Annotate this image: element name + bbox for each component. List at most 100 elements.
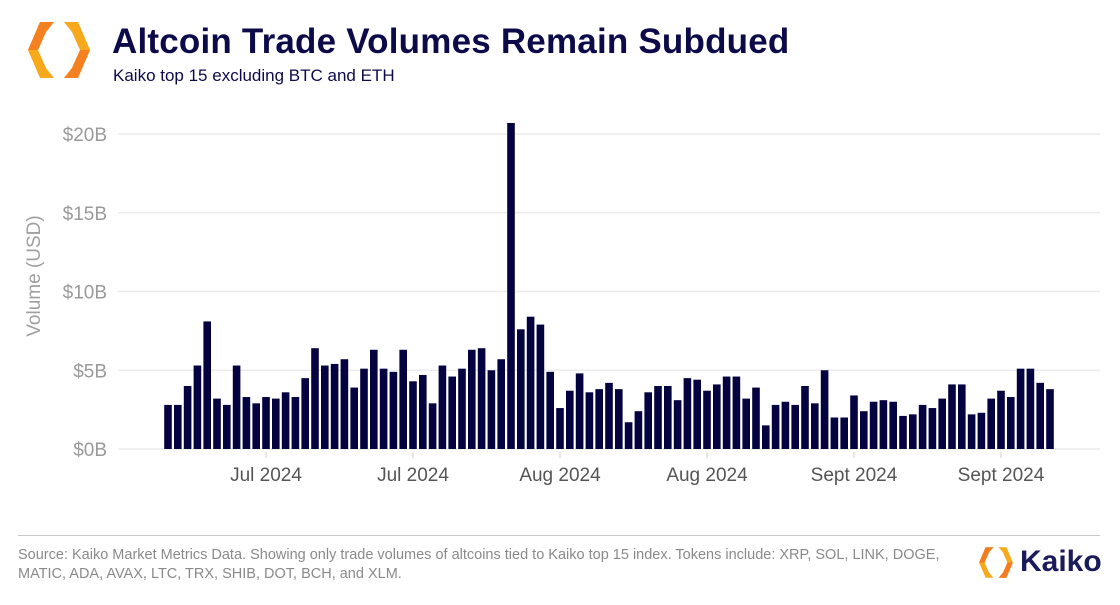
x-tick-label: Aug 2024 [666,465,748,486]
y-tick-label: $5B [73,361,107,382]
bar [1026,368,1035,449]
bar [242,397,251,449]
source-note: Source: Kaiko Market Metrics Data. Showi… [18,547,940,582]
bar [654,386,662,449]
bar [664,386,672,449]
bar [977,412,986,449]
bar [262,397,270,449]
bar [536,324,545,449]
bar [468,349,476,449]
bar [722,376,731,449]
bar [164,404,172,449]
bar [791,404,799,449]
bar [330,363,339,449]
bar [703,390,711,449]
bar [350,387,358,449]
bar [624,422,633,449]
bar-chart: $0B $5B $10B $15B $20B Volume (USD) Jul 2024… [24,122,1100,486]
bar [399,349,407,449]
bar [693,379,701,449]
bar [193,365,202,449]
bar [781,401,790,449]
x-tick-label: Jul 2024 [377,465,449,486]
bar [252,403,260,449]
bar [281,392,290,449]
bar [232,365,241,449]
bar [713,384,721,449]
bar [311,348,319,449]
bar [379,368,388,449]
bar [1046,389,1054,449]
bar [928,408,937,449]
bar [409,381,417,449]
bar [958,384,966,449]
bar [605,382,613,449]
bar [967,414,976,449]
bar [566,390,574,449]
bar [438,365,447,449]
bar [918,404,927,449]
kaiko-logo-icon [28,22,90,78]
bar [850,395,858,449]
bar [360,368,368,449]
bar [556,408,564,449]
bar [948,384,956,449]
bar [389,371,398,449]
y-tick-label: $0B [73,440,107,461]
bar [526,316,535,449]
bar [879,400,888,449]
bar [1036,382,1044,449]
bar [223,404,231,449]
x-tick-label: Jul 2024 [230,465,302,486]
bar [203,321,211,449]
kaiko-logo-icon [979,546,1013,578]
bar [860,411,868,449]
bar [801,386,809,449]
bar [771,404,780,449]
x-tick-label: Sept 2024 [958,465,1045,486]
bar [987,398,995,449]
bar [428,403,437,449]
bar [487,370,496,449]
bar [742,398,750,449]
bar [938,398,946,449]
bar [477,348,486,449]
bar [174,404,182,449]
footer-divider [18,535,1100,536]
brand-name: Kaiko [1020,545,1102,578]
bar [1007,397,1015,449]
bar [762,425,770,449]
bar [291,397,300,449]
bar [820,370,829,449]
bar [644,392,652,449]
bar [546,371,554,449]
bar [507,122,515,449]
bar [497,359,505,449]
bar [419,374,427,449]
bar [1016,368,1025,449]
bar [595,389,603,449]
bar [830,417,839,449]
bar [869,401,878,449]
bar [889,401,897,449]
y-tick-label: $10B [63,283,107,304]
bar [321,365,329,449]
bar [575,373,584,449]
y-tick-label: $20B [63,125,107,146]
bar [585,392,594,449]
bar [899,415,907,449]
bar [183,386,192,449]
bar [301,378,309,449]
bar [909,414,917,449]
bar [272,398,280,449]
bar [997,390,1005,449]
x-tick-label: Sept 2024 [811,465,898,486]
bar [634,411,643,449]
bar [840,417,848,449]
bar [448,376,456,449]
bar [370,349,378,449]
bar [615,389,623,449]
bar [517,329,525,449]
bar [732,376,741,449]
bar [752,387,760,449]
